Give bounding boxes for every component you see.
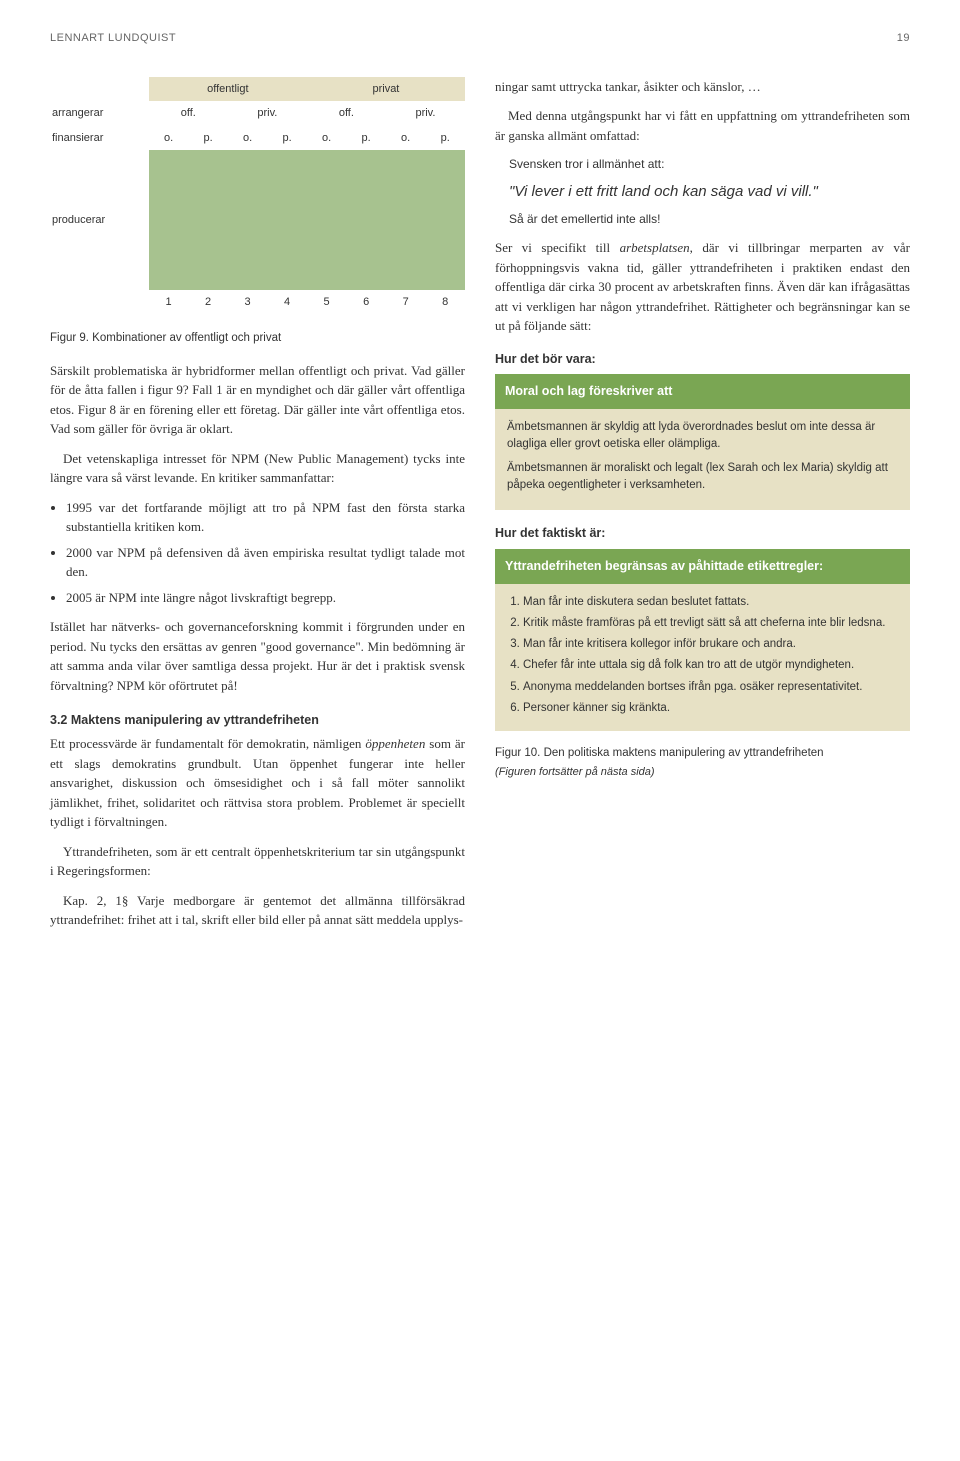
bar-1 xyxy=(149,150,189,290)
right-intro: ningar samt uttrycka tankar, åsikter och… xyxy=(495,77,910,97)
right-para-2: Ser vi specifikt till arbetsplatsen, där… xyxy=(495,238,910,336)
right-column: ningar samt uttrycka tankar, åsikter och… xyxy=(495,77,910,940)
box-how-it-should-be: Hur det bör vara: Moral och lag föreskri… xyxy=(495,350,910,511)
group-header-privat: privat xyxy=(307,77,465,102)
left-para-3: Istället har nätverks- och governancefor… xyxy=(50,617,465,695)
row-label-arrangerar: arrangerar xyxy=(50,101,149,126)
page-header: LENNART LUNDQUIST 19 xyxy=(50,30,910,47)
bar-5 xyxy=(307,150,347,290)
rule-2: Kritik måste framföras på ett trevligt s… xyxy=(523,615,898,632)
rule-3: Man får inte kritisera kollegor inför br… xyxy=(523,636,898,653)
rule-4: Chefer får inte uttala sig då folk kan t… xyxy=(523,657,898,674)
bullet-2000: 2000 var NPM på defensiven då även empir… xyxy=(66,543,465,582)
rule-5: Anonyma meddelanden bortses ifrån pga. o… xyxy=(523,679,898,696)
box2-bar: Yttrandefriheten begränsas av påhittade … xyxy=(495,549,910,584)
group-header-offentligt: offentligt xyxy=(149,77,307,102)
right-para-1: Med denna utgångspunkt har vi fått en up… xyxy=(495,106,910,145)
left-para-6: Kap. 2, 1§ Varje medborgare är gentemot … xyxy=(50,891,465,930)
quote-after: Så är det emellertid inte alls! xyxy=(509,210,910,228)
bar-6 xyxy=(346,150,386,290)
left-para-1: Särskilt problematiska är hybridformer m… xyxy=(50,361,465,439)
box1-body: Ämbetsmannen är skyldig att lyda överord… xyxy=(495,409,910,510)
box1-title: Hur det bör vara: xyxy=(495,350,910,369)
bar-3 xyxy=(228,150,268,290)
page-number: 19 xyxy=(897,30,910,47)
bar-7 xyxy=(386,150,426,290)
bullet-2005: 2005 är NPM inte längre något livskrafti… xyxy=(66,588,465,608)
left-para-4: Ett processvärde är fundamentalt för dem… xyxy=(50,734,465,832)
bar-2 xyxy=(188,150,228,290)
author-name: LENNART LUNDQUIST xyxy=(50,30,176,47)
quote-block: Svensken tror i allmänhet att: "Vi lever… xyxy=(509,155,910,228)
two-column-layout: offentligt privat arrangerar off. priv. … xyxy=(50,77,910,940)
quote-text: "Vi lever i ett fritt land och kan säga … xyxy=(509,181,910,202)
figure-10-caption: Figur 10. Den politiska maktens manipule… xyxy=(495,745,910,762)
quote-lead: Svensken tror i allmänhet att: xyxy=(509,155,910,173)
row-label-finansierar: finansierar xyxy=(50,126,149,151)
left-para-5: Yttrandefriheten, som är ett centralt öp… xyxy=(50,842,465,881)
box2-title: Hur det faktiskt är: xyxy=(495,524,910,543)
box2-body: Man får inte diskutera sedan beslutet fa… xyxy=(495,584,910,732)
bar-4 xyxy=(267,150,307,290)
figure-10-note: (Figuren fortsätter på nästa sida) xyxy=(495,764,910,781)
box1-body-p2: Ämbetsmannen är moraliskt och legalt (le… xyxy=(507,460,898,495)
left-para-2: Det vetenskapliga intresset för NPM (New… xyxy=(50,449,465,488)
box-how-it-actually-is: Hur det faktiskt är: Yttrandefriheten be… xyxy=(495,524,910,731)
figure-9-caption: Figur 9. Kombinationer av offentligt och… xyxy=(50,330,465,347)
bar-8 xyxy=(425,150,465,290)
section-3-2-heading: 3.2 Maktens manipulering av yttrandefrih… xyxy=(50,711,465,730)
box1-bar: Moral och lag föreskriver att xyxy=(495,374,910,409)
bullet-1995: 1995 var det fortfarande möjligt att tro… xyxy=(66,498,465,537)
rule-6: Personer känner sig kränkta. xyxy=(523,700,898,717)
left-bullets: 1995 var det fortfarande möjligt att tro… xyxy=(66,498,465,608)
box1-body-p1: Ämbetsmannen är skyldig att lyda överord… xyxy=(507,419,898,454)
figure-9-table: offentligt privat arrangerar off. priv. … xyxy=(50,77,465,315)
row-label-producerar: producerar xyxy=(50,150,149,290)
rule-1: Man får inte diskutera sedan beslutet fa… xyxy=(523,594,898,611)
left-column: offentligt privat arrangerar off. priv. … xyxy=(50,77,465,940)
